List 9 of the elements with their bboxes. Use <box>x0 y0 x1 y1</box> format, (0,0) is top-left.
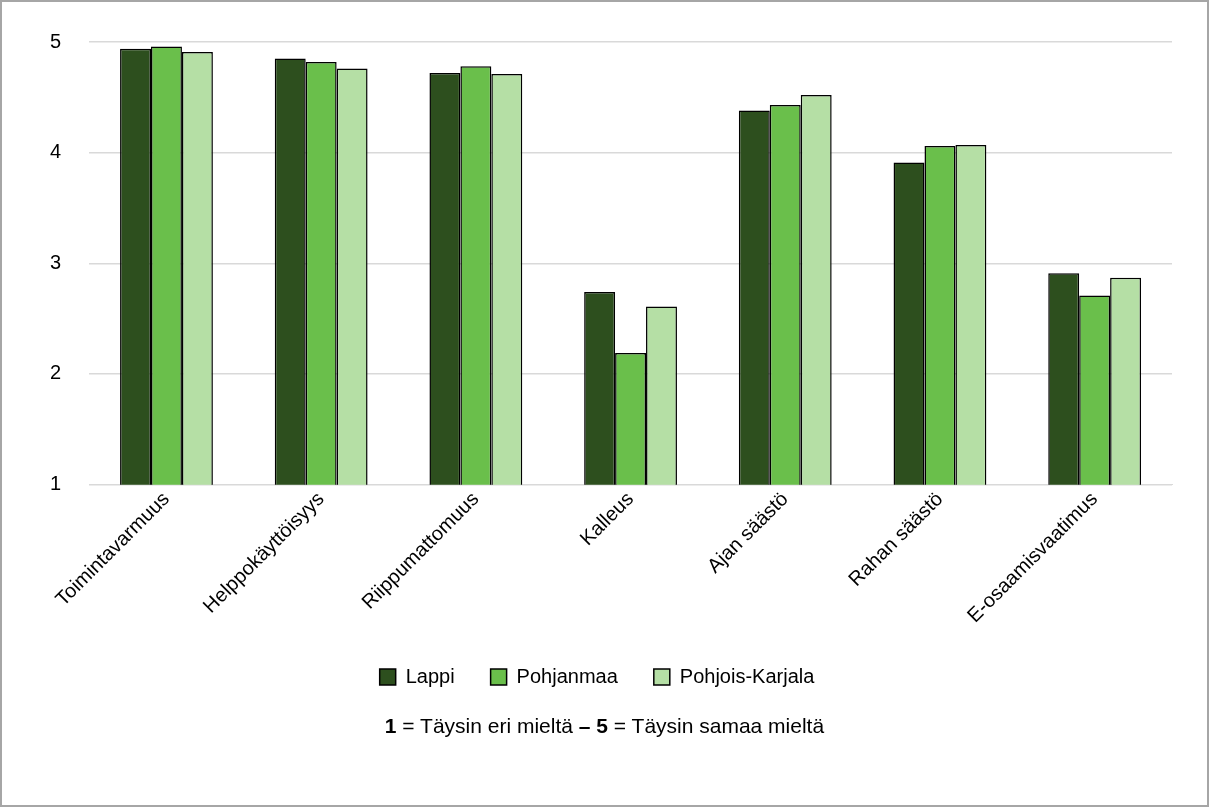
legend-label: Pohjois-Karjala <box>679 664 816 687</box>
y-tick-label: 4 <box>50 140 62 163</box>
y-tick-label: 2 <box>50 361 62 384</box>
y-tick-label: 1 <box>50 472 62 495</box>
y-tick-label: 5 <box>50 29 62 52</box>
y-tick-label: 3 <box>50 250 62 273</box>
text: 1 = Täysin eri mieltä – 5 = Täysin samaa mieltä <box>384 714 825 737</box>
legend-label: Pohjanmaa <box>516 664 619 687</box>
legend-label: Lappi <box>405 664 455 687</box>
